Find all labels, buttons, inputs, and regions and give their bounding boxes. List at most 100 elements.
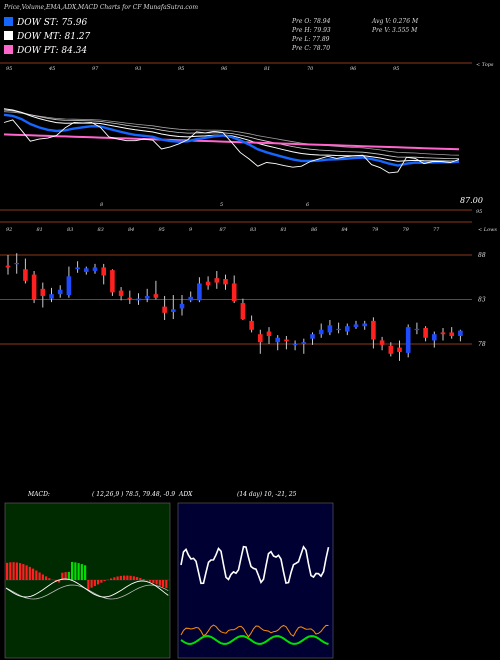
price-top-label: 77 xyxy=(433,227,440,233)
candle-body xyxy=(92,267,98,272)
macd-histogram-bar xyxy=(132,576,135,580)
candle-body xyxy=(49,294,54,299)
price-axis-label: 83 xyxy=(478,297,486,304)
macd-params: ( 12,26,9 ) 78.5, 79.48, -0.98 xyxy=(92,491,175,498)
price-top-label: 95 xyxy=(159,227,165,233)
macd-histogram-bar xyxy=(45,576,48,580)
candle-body xyxy=(414,328,420,331)
ema-top-label: 95 xyxy=(6,66,12,72)
macd-histogram-bar xyxy=(74,562,77,580)
adx-params: (14 day) 10, -21, 25 xyxy=(237,491,297,498)
legend-label: DOW MT: 81.27 xyxy=(17,32,91,42)
stat-pre-volume: Pre V: 3.555 M xyxy=(372,27,418,34)
ema-chart: < Tops 95 45 97 93 95 96 81 70 96 95 8 5 6 87.00 95 xyxy=(0,62,494,215)
macd-histogram-bar xyxy=(71,561,74,580)
candle-body xyxy=(301,342,307,344)
candle-body xyxy=(14,263,19,265)
stat-pre-low: Pre L: 77.89 xyxy=(292,36,330,43)
macd-histogram-bar xyxy=(54,580,57,582)
macd-histogram-bar xyxy=(136,577,139,580)
macd-histogram-bar xyxy=(61,572,64,580)
ema-top-label: 70 xyxy=(307,66,314,72)
macd-histogram-bar xyxy=(123,575,126,580)
legend-swatch xyxy=(4,17,13,26)
ema-bottom-label: 8 xyxy=(100,202,103,208)
adx-chart: ADX (14 day) 10, -21, 25 xyxy=(177,491,334,659)
candle-body xyxy=(57,289,63,295)
price-chart: 88 83 78 < Lows 92 81 83 83 84 95 9 87 83 81 86 84 79 79 7… xyxy=(0,221,497,361)
ema-top-label: 96 xyxy=(350,66,357,72)
price-top-label: 83 xyxy=(98,227,104,233)
candle-body xyxy=(266,331,272,336)
price-top-label: 84 xyxy=(342,227,348,233)
ema-top-label: 95 xyxy=(178,66,184,72)
adx-label: ADX xyxy=(178,491,193,498)
legend-label: DOW ST: 75.96 xyxy=(17,18,88,28)
candle-body xyxy=(432,334,437,341)
macd-label: MACD: xyxy=(27,491,50,498)
candle-body xyxy=(110,270,115,293)
candle-body xyxy=(240,303,246,320)
ema-price-label: 87.00 xyxy=(460,196,483,205)
price-top-label: 87 xyxy=(220,227,227,233)
close-line xyxy=(3,119,460,174)
candle-body xyxy=(118,290,124,296)
macd-histogram-bar xyxy=(77,563,80,580)
macd-line xyxy=(5,578,169,598)
macd-histogram-bar xyxy=(9,562,12,580)
macd-histogram-bar xyxy=(48,578,51,580)
ema-top-label: 96 xyxy=(221,66,228,72)
candle-body xyxy=(84,268,89,272)
candle-body xyxy=(171,309,176,312)
price-top-label: 79 xyxy=(372,227,379,233)
tops-label: < Tops xyxy=(476,62,494,68)
macd-histogram-bar xyxy=(100,580,103,583)
candle-body xyxy=(162,306,167,313)
candle-body xyxy=(258,334,263,343)
ema-bottom-label: 5 xyxy=(220,202,223,208)
candle-body xyxy=(440,332,446,335)
candle-body xyxy=(223,279,228,285)
stat-pre-close: Pre C: 78.70 xyxy=(292,45,331,52)
candle-body xyxy=(127,297,133,299)
macd-histogram-bar xyxy=(25,565,28,580)
macd-histogram-bar xyxy=(97,580,100,585)
candle-body xyxy=(101,267,106,276)
ema-line-mid xyxy=(3,108,460,162)
candle-body xyxy=(153,294,159,298)
macd-histogram-bar xyxy=(87,580,90,590)
ema-line-4 xyxy=(3,111,460,156)
macd-histogram-bar xyxy=(28,566,31,580)
macd-histogram-bar xyxy=(90,580,93,588)
macd-histogram-bar xyxy=(38,572,41,580)
candle-body xyxy=(318,329,324,335)
macd-histogram-bar xyxy=(93,580,96,587)
macd-histogram-bar xyxy=(32,568,35,580)
lows-label: < Lows xyxy=(478,227,497,233)
macd-histogram-bar xyxy=(142,579,145,580)
macd-histogram-bar xyxy=(113,577,116,580)
candle-body xyxy=(205,281,211,286)
macd-histogram-bar xyxy=(80,564,83,580)
legend-swatch xyxy=(4,45,13,54)
candle-body xyxy=(336,328,341,331)
price-top-label: 81 xyxy=(281,227,287,233)
chart-title: Price,Volume,EMA,ADX,MACD Charts for CF … xyxy=(4,4,199,11)
candle-body xyxy=(449,332,454,336)
candle-body xyxy=(371,320,376,340)
macd-histogram-bar xyxy=(103,580,106,582)
candle-body xyxy=(66,276,72,296)
candle-body xyxy=(179,303,185,309)
candle-body xyxy=(345,326,350,332)
legend-dow-mt: DOW MT: 81.27 xyxy=(4,31,90,42)
price-top-label: 83 xyxy=(250,227,256,233)
di-minus-line xyxy=(180,624,329,638)
macd-histogram-bar xyxy=(64,572,67,580)
macd-histogram-bar xyxy=(162,580,165,587)
legend-swatch xyxy=(4,31,13,40)
ema-top-label: 81 xyxy=(264,66,270,72)
macd-histogram-bar xyxy=(155,580,158,585)
candle-body xyxy=(310,334,315,339)
ema-line-3 xyxy=(3,109,460,160)
adx-background xyxy=(177,502,334,659)
